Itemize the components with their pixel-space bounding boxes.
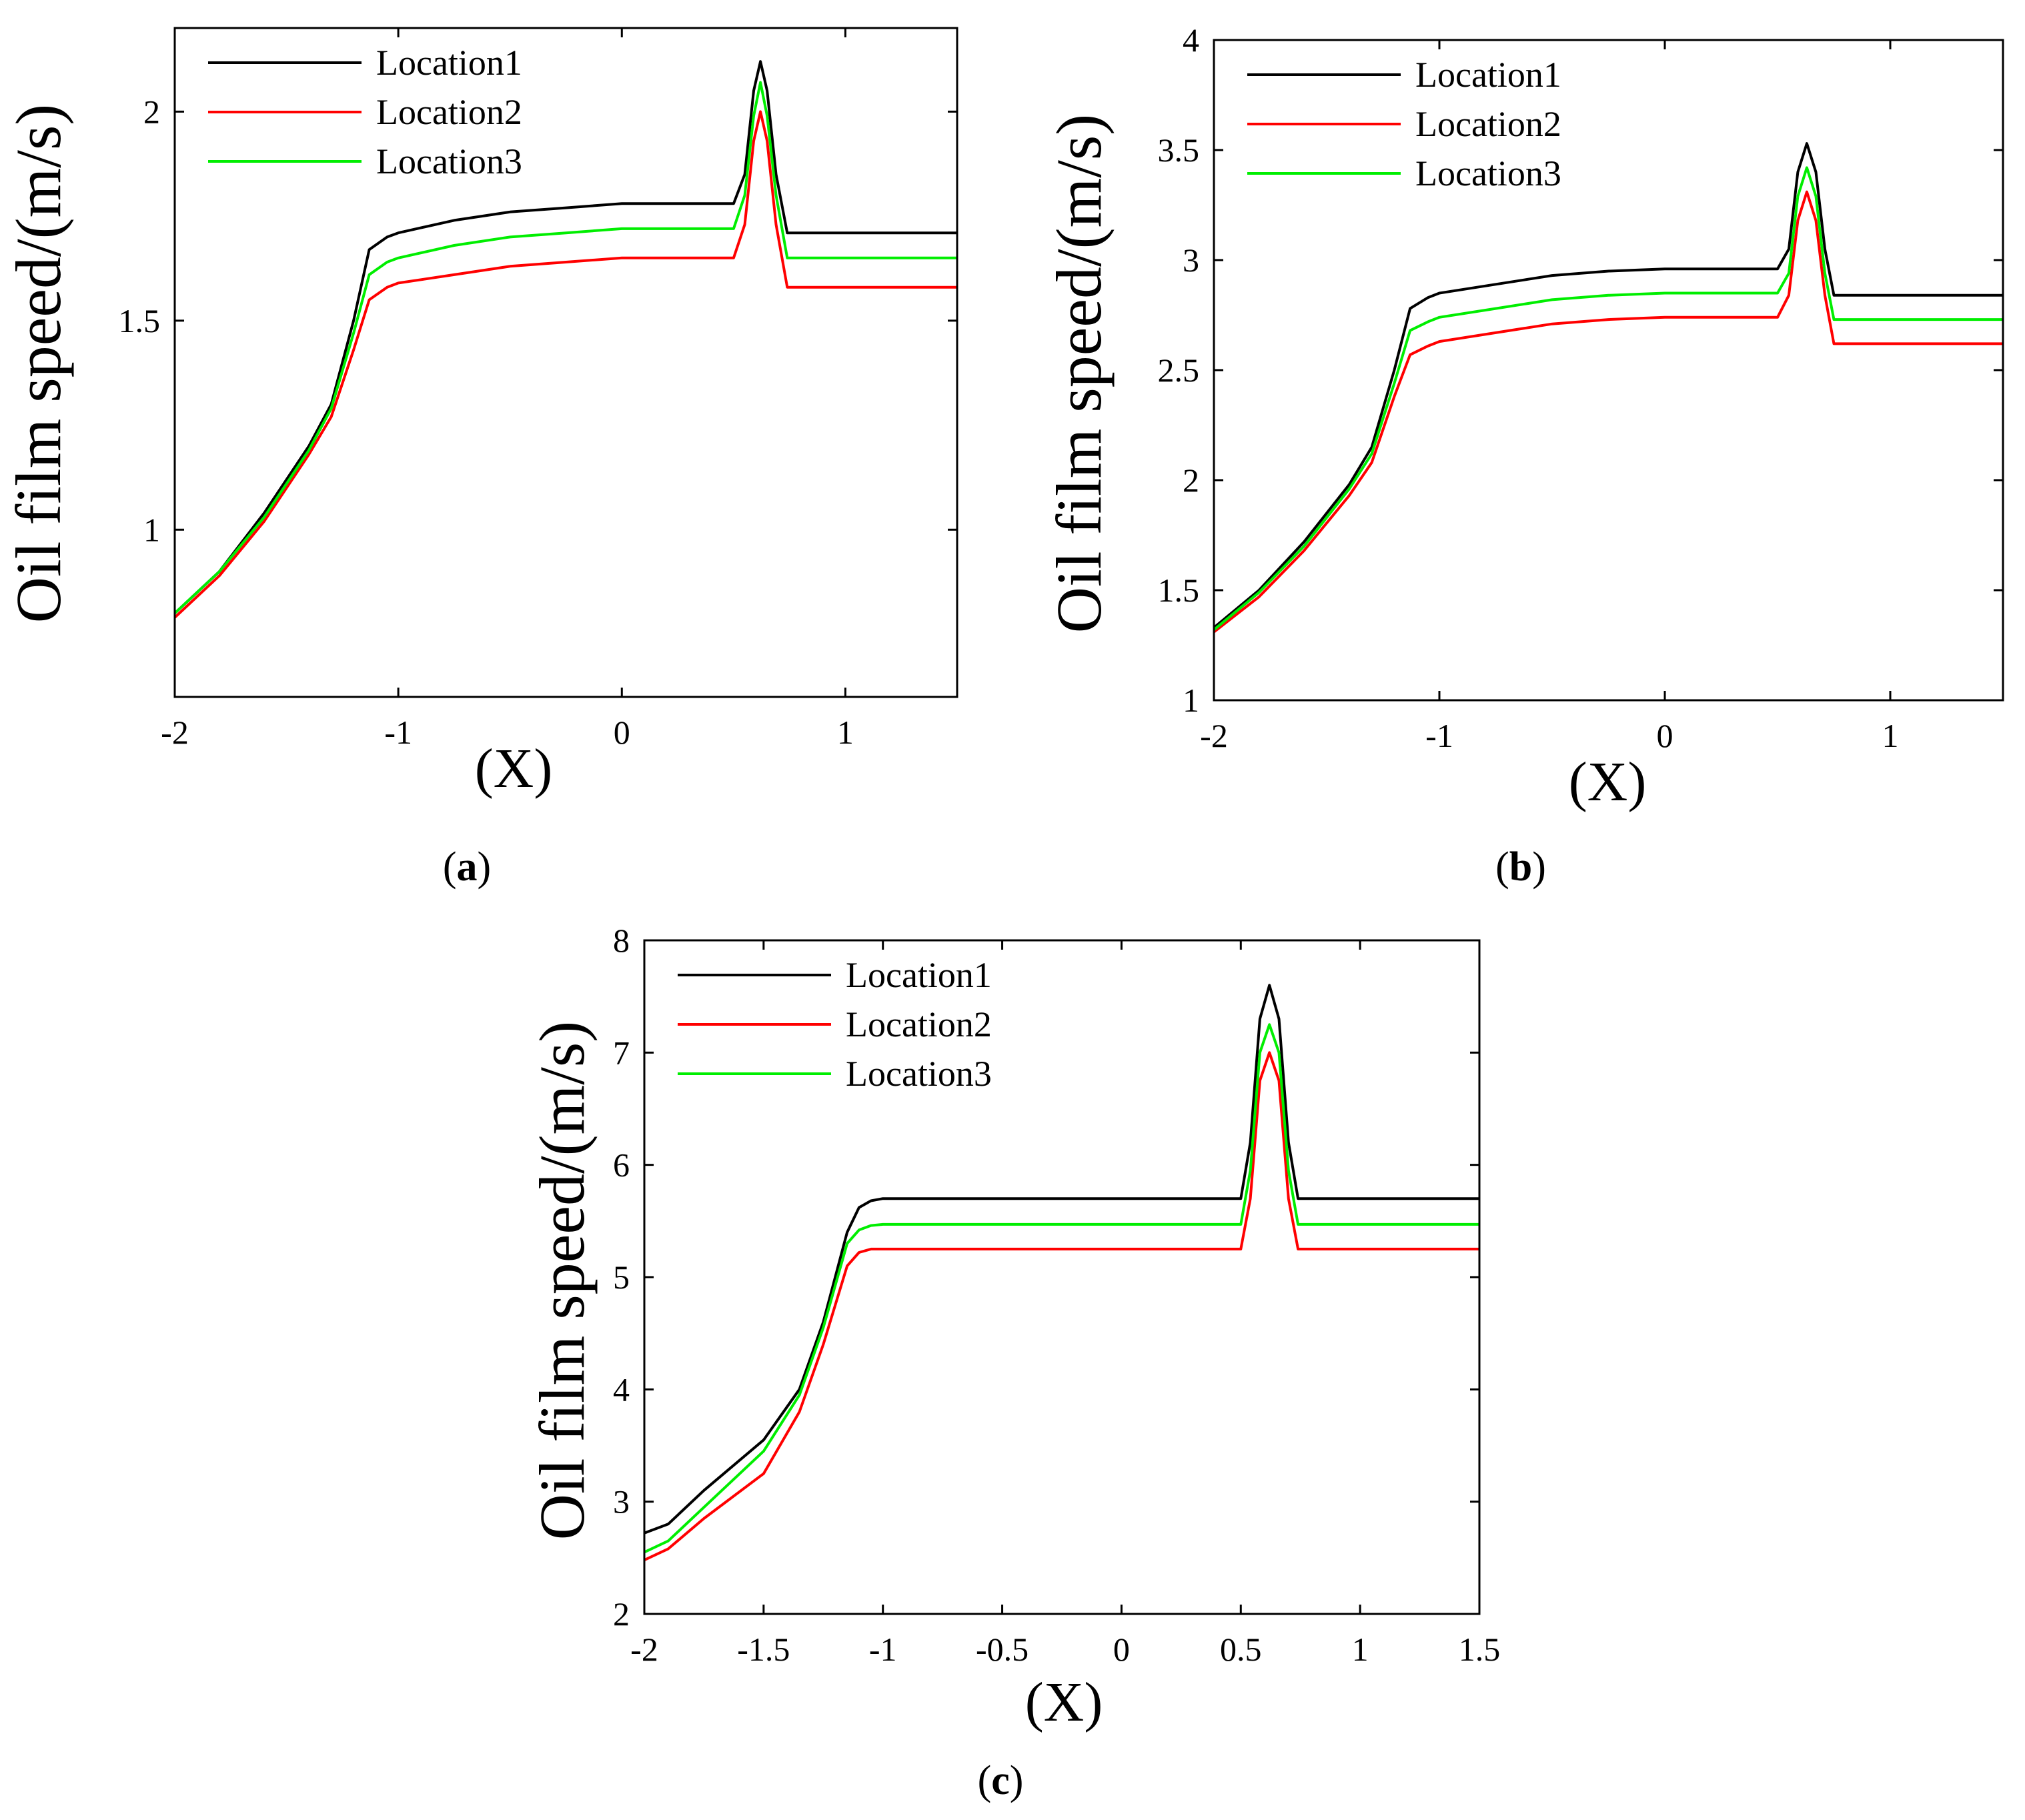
axes-frame: [1213, 39, 2004, 702]
legend-label-location3: Location3: [376, 141, 522, 181]
x-tick-label: -1: [1425, 717, 1453, 754]
series-line-location2: [1214, 190, 2003, 634]
legend-label-location1: Location1: [376, 43, 522, 83]
panel-label: (c): [978, 1758, 1024, 1803]
y-tick-label: 1.5: [1158, 572, 1200, 609]
x-tick-label: -1: [869, 1631, 897, 1668]
y-tick-label: 2: [613, 1595, 630, 1633]
x-tick-label: 1: [1882, 717, 1899, 754]
y-axis-label: Oil film speed/(m/s): [526, 1021, 598, 1541]
y-tick-label: 8: [613, 922, 630, 959]
x-tick-label: -2: [161, 714, 189, 751]
y-tick-label: 3: [613, 1483, 630, 1521]
y-axis-label: Oil film speed/(m/s): [1043, 114, 1115, 634]
series-line-location1: [175, 60, 957, 615]
x-axis-label: (X): [1569, 751, 1647, 813]
x-tick-label: 1: [837, 714, 854, 751]
y-tick-label: 2: [1183, 462, 1199, 499]
x-axis-label: (X): [1025, 1671, 1103, 1733]
series-line-location2: [644, 1051, 1479, 1562]
panel-label: (a): [443, 844, 491, 890]
x-tick-label: -1: [384, 714, 412, 751]
panel-label: (b): [1495, 844, 1546, 890]
x-tick-label: 0: [614, 714, 630, 751]
x-tick-label: 0.5: [1220, 1631, 1262, 1668]
legend-label-location2: Location2: [376, 92, 522, 132]
legend: Location1 Location2 Location3: [678, 955, 992, 1094]
x-tick-label: 1: [1352, 1631, 1369, 1668]
series-line-location1: [644, 984, 1479, 1535]
y-axis-label: Oil film speed/(m/s): [3, 104, 74, 624]
chart-panel-b: -2 -1 0 1 1 1.5 2 2.5 3 3.5 4 Oil film speed/(m/s) (…: [1043, 21, 2004, 890]
axes-frame: [643, 939, 1481, 1615]
x-tick-label: 1.5: [1459, 1631, 1501, 1668]
y-tick-label: 1.5: [119, 302, 161, 339]
legend-label-location1: Location1: [1415, 55, 1561, 95]
legend-label-location2: Location2: [846, 1004, 992, 1044]
x-tick-label: 0: [1113, 1631, 1130, 1668]
x-tick-label: -2: [1200, 717, 1228, 754]
series-line-location3: [644, 1023, 1479, 1554]
y-tick-label: 2: [143, 93, 160, 130]
legend: Location1 Location2 Location3: [1247, 55, 1561, 193]
series-line-location3: [175, 81, 957, 615]
y-tick-label: 4: [613, 1371, 630, 1408]
y-tick-label: 1: [143, 511, 160, 548]
y-tick-label: 6: [613, 1146, 630, 1184]
chart-panel-c: -2 -1.5 -1 -0.5 0 0.5 1 1.5 2 3 4 5 6 7 8 Oil film spee…: [526, 922, 1500, 1803]
y-tick-label: 1: [1183, 682, 1199, 719]
series-line-location1: [1214, 142, 2003, 630]
y-tick-label: 5: [613, 1258, 630, 1296]
y-tick-label: 7: [613, 1034, 630, 1071]
x-tick-label: -1.5: [737, 1631, 790, 1668]
x-tick-label: 0: [1657, 717, 1673, 754]
axes-frame: [173, 27, 958, 698]
legend-label-location2: Location2: [1415, 104, 1561, 144]
series-line-location2: [175, 110, 957, 619]
series-line-location3: [1214, 166, 2003, 632]
y-tick-label: 2.5: [1158, 351, 1200, 389]
legend-label-location3: Location3: [846, 1054, 992, 1094]
y-tick-label: 3.5: [1158, 131, 1200, 169]
legend-label-location3: Location3: [1415, 153, 1561, 193]
legend-label-location1: Location1: [846, 955, 992, 995]
x-axis-label: (X): [475, 738, 553, 800]
legend: Location1 Location2 Location3: [208, 43, 522, 181]
x-tick-label: -2: [630, 1631, 658, 1668]
x-tick-label: -0.5: [976, 1631, 1029, 1668]
chart-panel-a: -2 -1 0 1 1 1.5 2 Oil film speed/(m/s) (X) Locati…: [3, 27, 958, 890]
y-tick-label: 3: [1183, 241, 1199, 279]
y-tick-label: 4: [1183, 21, 1199, 59]
